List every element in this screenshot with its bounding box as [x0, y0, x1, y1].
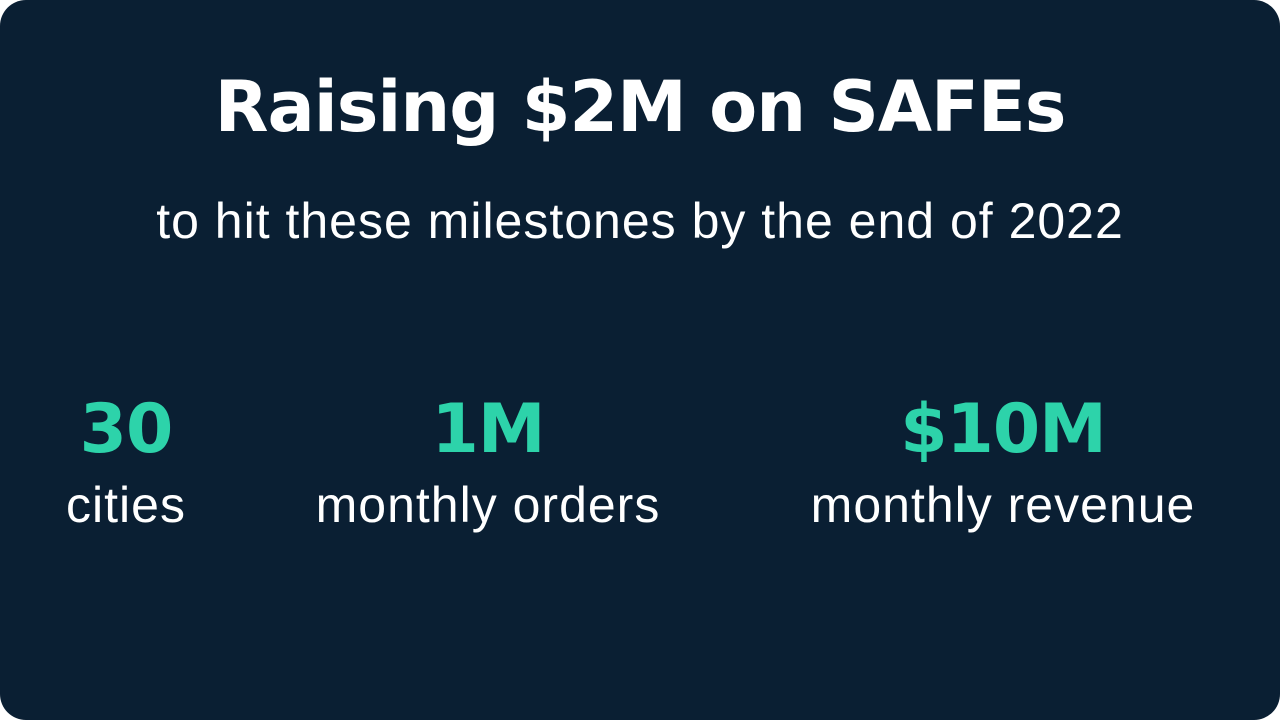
milestone-monthly-orders: 1M monthly orders: [268, 390, 708, 540]
milestone-monthly-revenue: $10M monthly revenue: [760, 390, 1246, 540]
milestone-value: $10M: [900, 390, 1107, 469]
milestone-label: monthly orders: [315, 477, 661, 533]
slide-subtitle: to hit these milestones by the end of 20…: [156, 193, 1124, 249]
slide-title: Raising $2M on SAFEs: [214, 66, 1067, 148]
milestone-cities: 30 cities: [26, 390, 226, 540]
milestone-value: 1M: [431, 390, 546, 469]
milestone-label: monthly revenue: [810, 477, 1196, 533]
milestone-value: 30: [79, 390, 174, 469]
milestone-label: cities: [66, 477, 186, 533]
